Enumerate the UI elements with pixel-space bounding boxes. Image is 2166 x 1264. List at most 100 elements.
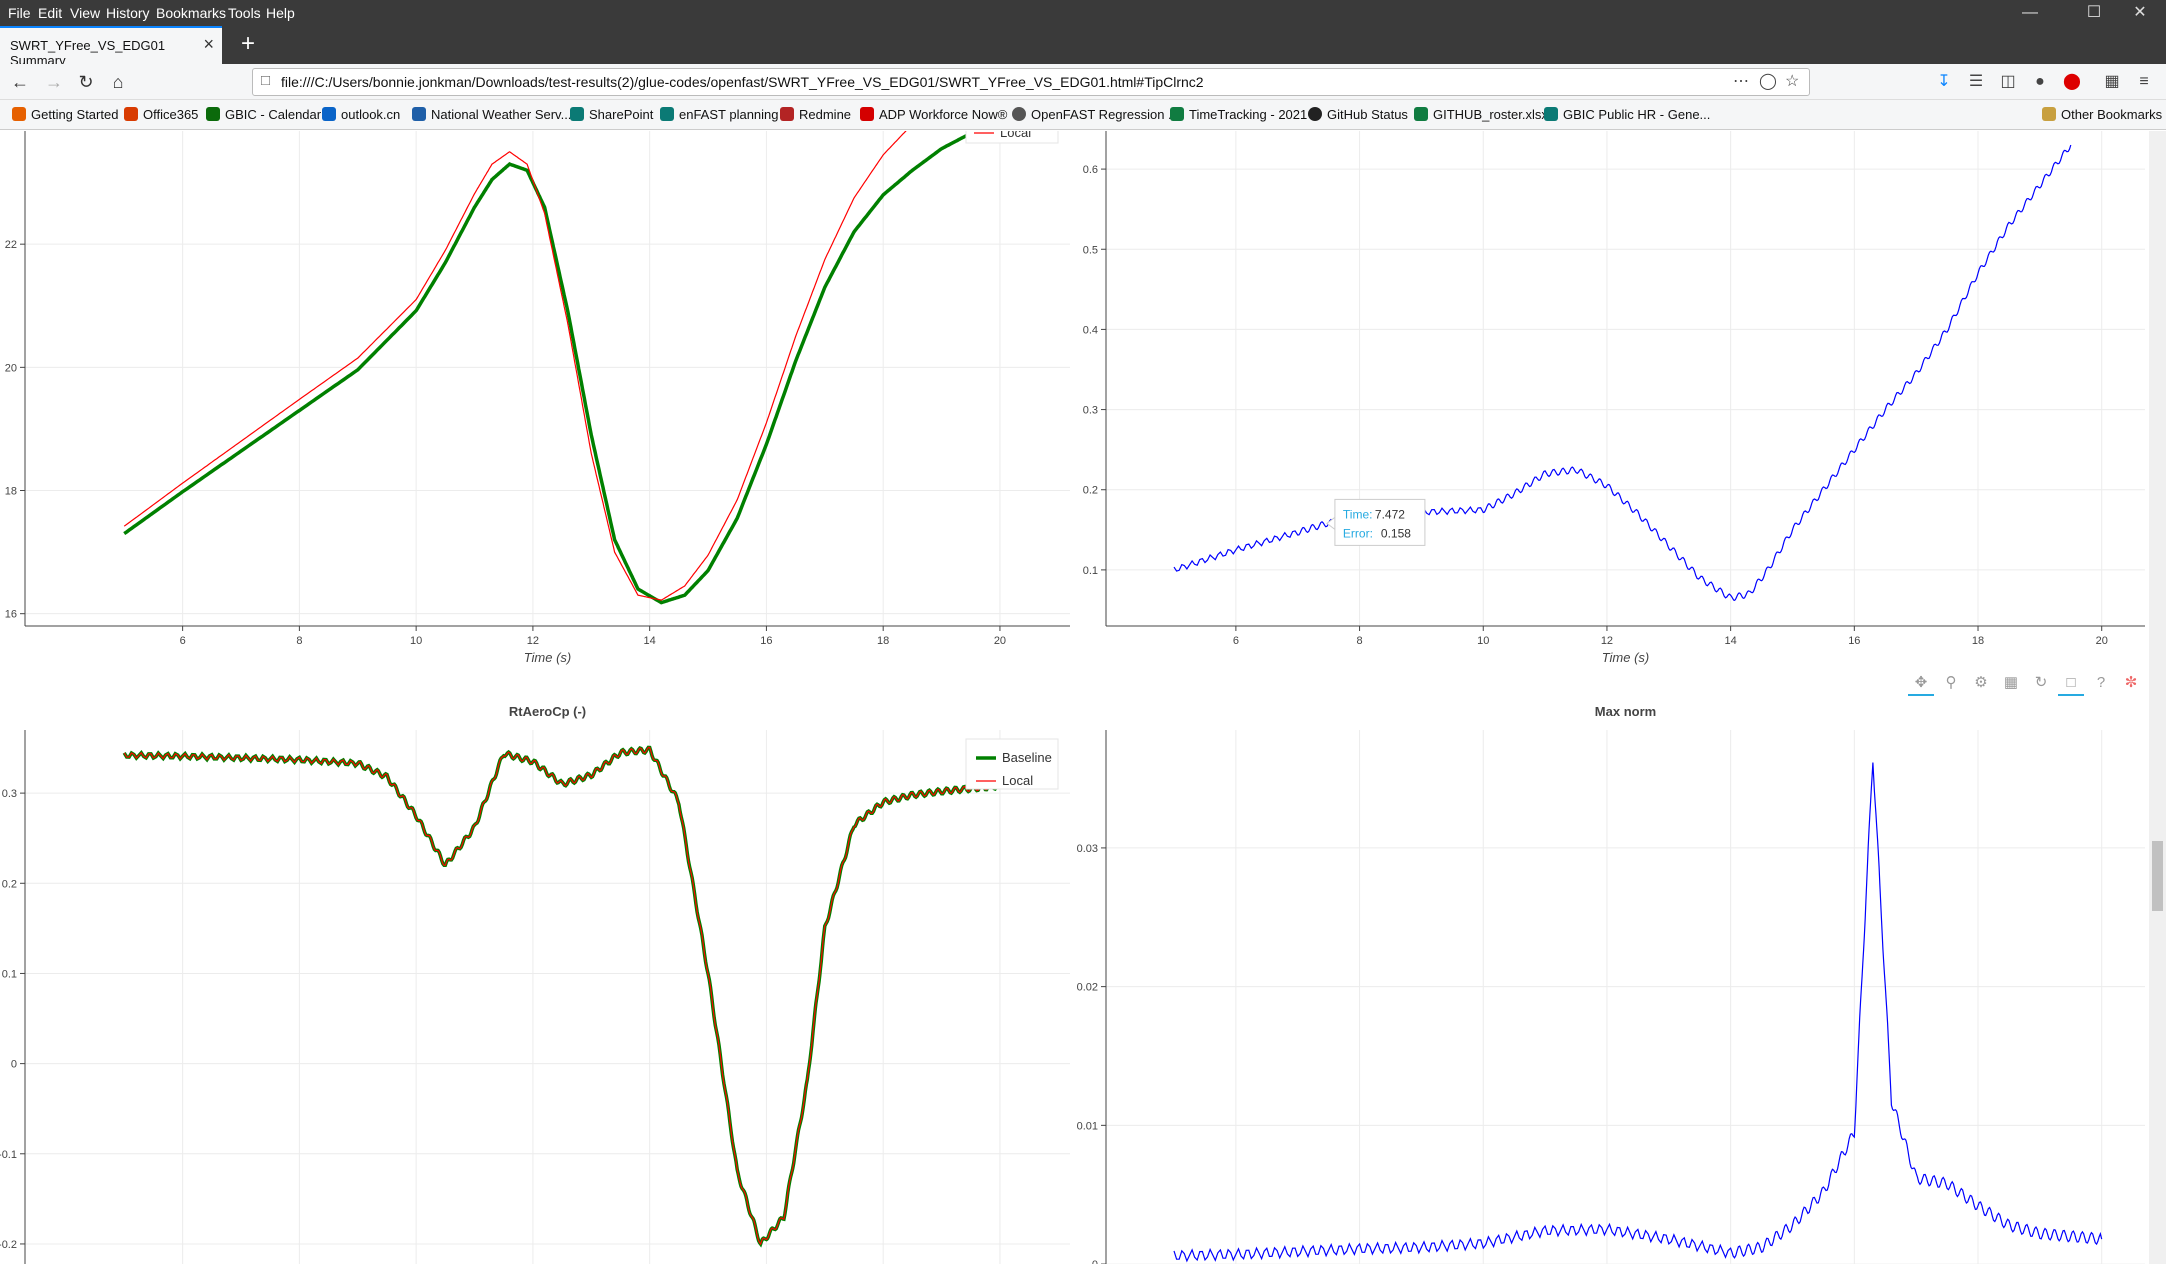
bookmark-sharepoint[interactable]: SharePoint: [570, 107, 653, 122]
charts-canvas: 16 18 20 22 6 8 10 12 14 16 18 20 Time (s) Local 0.1 0.…: [0, 131, 2145, 1264]
x-tick-label: 8: [296, 635, 302, 647]
pan-tool-icon[interactable]: ✥: [1908, 670, 1934, 696]
x-tick-label: 12: [1601, 635, 1613, 647]
menu-history[interactable]: History: [106, 5, 150, 21]
bookmark-enfast[interactable]: enFAST planning: [660, 107, 779, 122]
back-arrow-icon[interactable]: ←: [11, 72, 29, 92]
close-tab-icon[interactable]: ×: [203, 34, 214, 54]
menu-file[interactable]: File: [8, 5, 31, 21]
bookmark-gbic-calendar[interactable]: GBIC - Calendar: [206, 107, 321, 122]
hover-tool-icon[interactable]: □: [2058, 670, 2084, 696]
bookmark-getting-started[interactable]: Getting Started: [12, 107, 118, 122]
redmine-icon: [780, 107, 794, 121]
bokeh-logo-icon[interactable]: ✼: [2124, 674, 2138, 691]
url-bar[interactable]: □ file:///C:/Users/bonnie.jonkman/Downlo…: [252, 68, 1810, 96]
page-scrollbar[interactable]: [2149, 131, 2166, 1264]
tab-strip: SWRT_YFree_VS_EDG01 Summary × +: [0, 26, 2166, 68]
y-tick-label: 22: [5, 239, 17, 251]
sidebar-icon[interactable]: ◫: [2000, 73, 2016, 90]
bookmark-weather[interactable]: National Weather Serv...: [412, 107, 571, 122]
legend-label-baseline: Baseline: [1002, 750, 1052, 765]
y-tick-label: 0: [11, 1059, 17, 1071]
y-tick-label: 0.01: [1077, 1120, 1098, 1132]
y-tick-label: -0.1: [0, 1149, 17, 1161]
y-tick-label: 18: [5, 486, 17, 498]
sharepoint-icon: [570, 107, 584, 121]
x-tick-label: 6: [1233, 635, 1239, 647]
y-tick-label: -0.2: [0, 1239, 17, 1251]
x-tick-label: 16: [1848, 635, 1860, 647]
page-actions-icon[interactable]: ⋯: [1733, 73, 1749, 90]
weather-icon: [412, 107, 426, 121]
mail-icon: [322, 107, 336, 121]
legend-label-local: Local: [1000, 131, 1031, 140]
bookmark-timetracking[interactable]: TimeTracking - 2021: [1170, 107, 1307, 122]
box-zoom-icon[interactable]: ⚲: [1945, 674, 1957, 691]
downloads-icon[interactable]: ↧: [1937, 73, 1951, 90]
sharepoint-icon: [1544, 107, 1558, 121]
new-tab-icon[interactable]: +: [240, 30, 255, 57]
series-line-error: [1173, 144, 2072, 601]
bookmark-office365[interactable]: Office365: [124, 107, 198, 122]
tooltip-time-value: 7.472: [1375, 507, 1405, 521]
excel-icon: [1414, 107, 1428, 121]
pocket-icon[interactable]: ◯: [1759, 73, 1777, 90]
series-line-local: [123, 746, 1001, 1246]
adblock-icon[interactable]: ⬤: [2063, 73, 2081, 90]
y-tick-label: 0.3: [2, 788, 17, 800]
hover-tooltip: [1334, 498, 1426, 546]
save-icon[interactable]: ▦: [2003, 674, 2019, 691]
x-tick-label: 6: [180, 635, 186, 647]
menu-view[interactable]: View: [70, 5, 101, 21]
library-icon[interactable]: ☰: [1968, 73, 1984, 90]
tab-summary[interactable]: SWRT_YFree_VS_EDG01 Summary ×: [0, 26, 222, 68]
menu-tools[interactable]: Tools: [228, 5, 261, 21]
help-icon[interactable]: ?: [2096, 674, 2106, 691]
series-line-local: [123, 131, 907, 601]
y-tick-label: 0.1: [1083, 565, 1098, 577]
minimize-icon[interactable]: —: [2022, 4, 2038, 21]
bookmark-gbic-hr[interactable]: GBIC Public HR - Gene...: [1544, 107, 1710, 122]
y-tick-label: 0.3: [1083, 405, 1098, 417]
y-tick-label: 0.2: [1083, 485, 1098, 497]
star-bookmark-icon[interactable]: ☆: [1785, 73, 1800, 90]
legend-box: [965, 131, 1059, 144]
menu-help[interactable]: Help: [266, 5, 295, 21]
sharepoint-icon: [660, 107, 674, 121]
bookmarks-toolbar: Getting Started Office365 GBIC - Calenda…: [0, 100, 2166, 130]
menu-bookmarks[interactable]: Bookmarks: [156, 5, 227, 21]
x-tick-label: 14: [1725, 635, 1737, 647]
bookmark-adp[interactable]: ADP Workforce Now®: [860, 107, 1007, 122]
x-tick-label: 16: [760, 635, 772, 647]
y-tick-label: 0.03: [1077, 843, 1098, 855]
extensions-icon[interactable]: ▦: [2104, 73, 2120, 90]
bookmark-github-roster[interactable]: GITHUB_roster.xlsx: [1414, 107, 1548, 122]
reload-icon[interactable]: ↻: [78, 72, 94, 92]
tooltip-time-label: Time:: [1343, 507, 1373, 521]
other-bookmarks[interactable]: Other Bookmarks: [2042, 107, 2162, 122]
menu-edit[interactable]: Edit: [38, 5, 63, 21]
close-window-icon[interactable]: ✕: [2133, 4, 2147, 21]
y-tick-label: 16: [5, 609, 17, 621]
firefox-icon: [12, 107, 26, 121]
home-icon[interactable]: ⌂: [112, 72, 124, 92]
scrollbar-thumb[interactable]: [2152, 841, 2163, 911]
bookmark-openfast-regression[interactable]: OpenFAST Regression ...: [1012, 107, 1179, 122]
y-tick-label: 20: [5, 362, 17, 374]
maximize-icon[interactable]: ☐: [2086, 4, 2102, 21]
account-icon[interactable]: ●: [2035, 73, 2045, 90]
y-tick-label: 0: [1092, 1259, 1098, 1264]
github-icon: [1308, 107, 1322, 121]
x-tick-label: 20: [994, 635, 1006, 647]
plot-title: RtAeroCp (-): [509, 704, 586, 719]
url-text: file:///C:/Users/bonnie.jonkman/Download…: [281, 74, 1204, 90]
bookmark-github-status[interactable]: GitHub Status: [1308, 107, 1408, 122]
reset-icon[interactable]: ↻: [2034, 674, 2048, 691]
x-axis-title: Time (s): [524, 650, 572, 665]
forward-arrow-icon[interactable]: →: [45, 72, 63, 92]
app-menu-icon[interactable]: ≡: [2139, 73, 2149, 90]
bookmark-outlook[interactable]: outlook.cn: [322, 107, 400, 122]
bookmark-redmine[interactable]: Redmine: [780, 107, 851, 122]
wheel-zoom-icon[interactable]: ⚙: [1974, 674, 1988, 691]
series-line-error: [1173, 762, 2103, 1263]
